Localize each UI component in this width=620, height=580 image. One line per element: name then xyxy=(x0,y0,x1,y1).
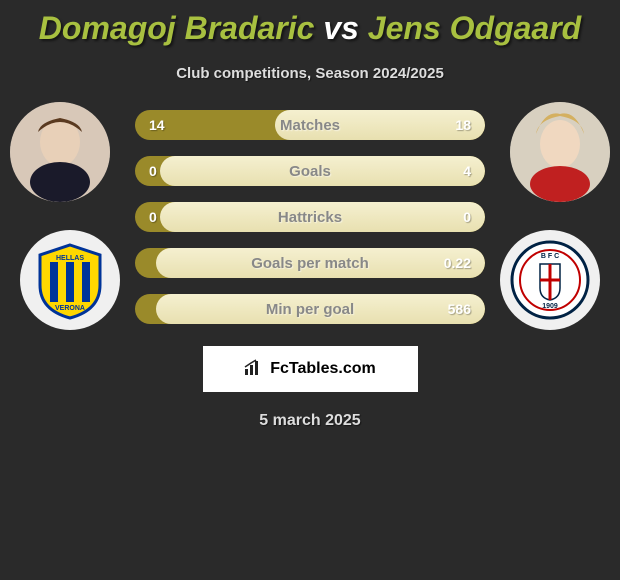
comparison-area: HELLAS VERONA B F C 1909 14 Matches 18 0 Goa… xyxy=(0,110,620,324)
vs-text: vs xyxy=(323,10,359,46)
svg-text:1909: 1909 xyxy=(542,303,558,310)
subtitle: Club competitions, Season 2024/2025 xyxy=(176,65,444,82)
stat-value-right: 18 xyxy=(455,117,471,133)
svg-text:B F C: B F C xyxy=(541,253,559,260)
stat-value-left: 0 xyxy=(149,163,157,179)
stat-value-left: 14 xyxy=(149,117,165,133)
stat-value-right: 586 xyxy=(448,301,471,317)
page-title: Domagoj Bradaric vs Jens Odgaard xyxy=(39,10,581,47)
stat-value-right: 0.22 xyxy=(444,255,471,271)
stat-bar: 0 Goals 4 xyxy=(135,156,485,186)
player1-name: Domagoj Bradaric xyxy=(39,10,315,46)
player2-club-badge: B F C 1909 xyxy=(500,230,600,330)
comparison-card: Domagoj Bradaric vs Jens Odgaard Club co… xyxy=(0,0,620,580)
stat-bar: Min per goal 586 xyxy=(135,294,485,324)
bar-chart-icon xyxy=(244,359,264,380)
stat-label: Hattricks xyxy=(278,209,342,226)
stat-bar: 0 Hattricks 0 xyxy=(135,202,485,232)
stat-value-right: 0 xyxy=(463,209,471,225)
stat-value-right: 4 xyxy=(463,163,471,179)
date-text: 5 march 2025 xyxy=(259,412,360,430)
player2-avatar xyxy=(510,102,610,202)
stat-value-left: 0 xyxy=(149,209,157,225)
player1-club-badge: HELLAS VERONA xyxy=(20,230,120,330)
stat-label: Goals per match xyxy=(251,255,369,272)
stat-bars: 14 Matches 18 0 Goals 4 0 Hattricks 0 Goals per m… xyxy=(135,110,485,324)
stat-bar: Goals per match 0.22 xyxy=(135,248,485,278)
player2-name: Jens Odgaard xyxy=(368,10,581,46)
stat-label: Matches xyxy=(280,117,340,134)
player1-avatar xyxy=(10,102,110,202)
watermark: FcTables.com xyxy=(203,346,418,392)
stat-label: Goals xyxy=(289,163,331,180)
svg-text:HELLAS: HELLAS xyxy=(56,255,84,262)
svg-text:VERONA: VERONA xyxy=(55,305,85,312)
stat-label: Min per goal xyxy=(266,301,354,318)
watermark-text: FcTables.com xyxy=(270,360,376,378)
stat-bar: 14 Matches 18 xyxy=(135,110,485,140)
